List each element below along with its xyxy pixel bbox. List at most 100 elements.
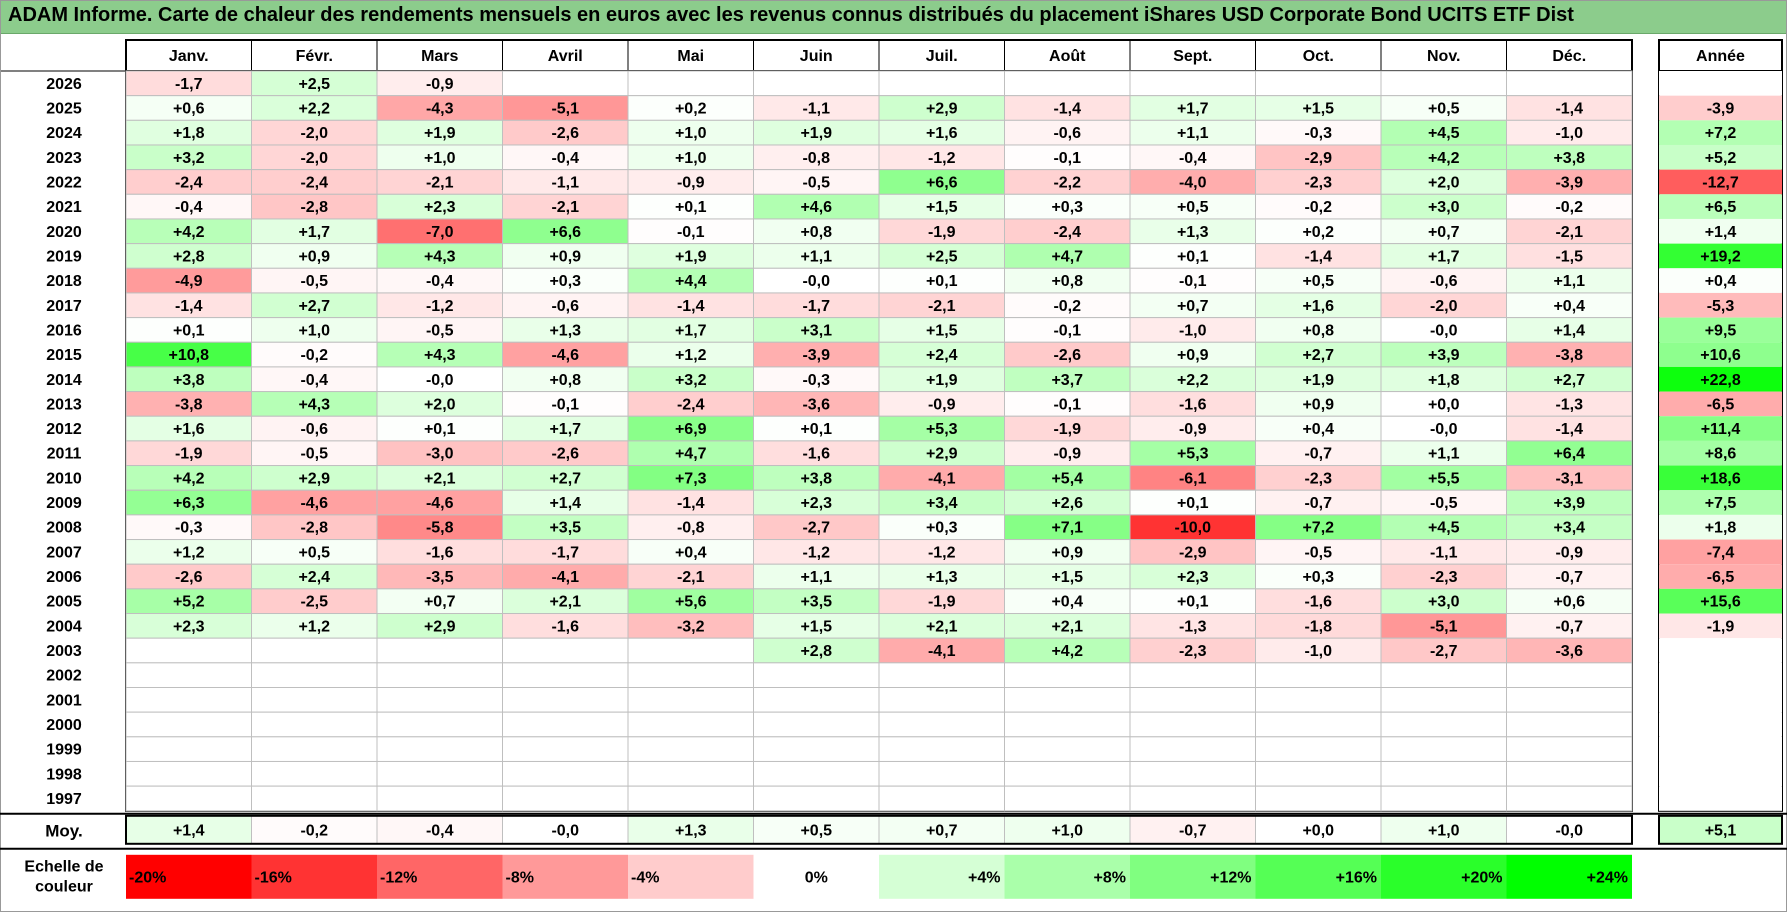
heatmap-cell	[1129, 267, 1256, 294]
heatmap-cell	[878, 465, 1005, 491]
year-label: 2023	[46, 150, 82, 167]
heatmap-cell	[1129, 144, 1256, 171]
heatmap-cell	[627, 144, 754, 171]
heatmap-row: 2005 +5,2 -2,5 +0,7 +2,1 +5,6 +3,5 -1,9 +0,4 +0,1…	[46, 588, 1782, 615]
cell-value-label: -0,0	[802, 273, 830, 290]
heatmap-cell	[1004, 440, 1131, 467]
heatmap-row: 1997	[46, 785, 1782, 812]
cell-value-label: +2,6	[1051, 495, 1083, 512]
cell-value-label: +1,3	[1177, 224, 1209, 241]
heatmap-cell	[1004, 391, 1131, 417]
heatmap-cell	[376, 785, 503, 812]
heatmap-cell	[753, 119, 880, 146]
average-cell	[251, 815, 378, 845]
heatmap-cell	[753, 465, 880, 491]
heatmap-cell	[502, 588, 629, 615]
average-value-label: -0,2	[300, 822, 328, 839]
heatmap-cell	[251, 415, 378, 442]
heatmap-cell	[1004, 95, 1131, 121]
cell-value-label: +1,7	[675, 322, 707, 339]
cell-value-label: +0,5	[1428, 100, 1460, 117]
year-label: 2016	[46, 322, 82, 339]
cell-value-label: -1,1	[551, 174, 579, 191]
cell-value-label: -1,4	[1555, 100, 1583, 117]
heatmap-cell	[627, 563, 754, 590]
heatmap-cell	[251, 119, 378, 146]
cell-value-label: -0,1	[551, 396, 579, 413]
cell-value-label: -1,2	[426, 298, 454, 315]
cell-value-label: -5,8	[426, 520, 454, 537]
cell-value-label: -5,1	[551, 100, 579, 117]
cell-value-label: +1,5	[926, 322, 958, 339]
heatmap-cell	[376, 489, 503, 516]
cell-value-label: -0,4	[175, 199, 203, 216]
heatmap-cell	[753, 489, 880, 516]
heatmap-cell	[502, 391, 629, 417]
heatmap-cell	[627, 366, 754, 393]
cell-value-label: +0,3	[926, 520, 958, 537]
cell-value-label: +0,4	[675, 544, 707, 561]
average-cell	[1255, 815, 1382, 845]
cell-value-label: +0,1	[675, 199, 707, 216]
heatmap-cell	[1380, 785, 1507, 812]
heatmap-cell	[627, 687, 754, 713]
cell-value-label: +3,9	[1553, 495, 1585, 512]
heatmap-cell	[502, 70, 629, 97]
heatmap-cell	[1004, 736, 1131, 762]
heatmap-cell	[1129, 489, 1256, 516]
cell-value-label: -1,6	[426, 544, 454, 561]
annual-value-label: +8,6	[1705, 446, 1737, 463]
cell-value-label: -2,6	[551, 125, 579, 142]
cell-value-label: -0,3	[1304, 125, 1332, 142]
heatmap-cell	[376, 760, 503, 787]
cell-value-label: -1,9	[928, 224, 956, 241]
cell-value-label: +0,1	[926, 273, 958, 290]
cell-value-label: -0,8	[677, 520, 705, 537]
cell-value-label: -0,4	[551, 150, 579, 167]
heatmap-cell	[1380, 637, 1507, 664]
average-row: Moy. +1,4 -0,2 -0,4 -0,0 +1,3 +0,5 +0,7 +1,0 -0,7…	[0, 812, 1787, 845]
heatmap-cell	[1380, 267, 1507, 294]
heatmap-cell	[376, 218, 503, 245]
cell-value-label: +2,7	[549, 470, 581, 487]
heatmap-cell	[376, 95, 503, 121]
heatmap-cell	[753, 169, 880, 195]
cell-value-label: -2,9	[1179, 544, 1207, 561]
average-value-label: +1,4	[173, 822, 205, 839]
heatmap-cell	[502, 465, 629, 491]
cell-value-label: +6,6	[549, 224, 581, 241]
cell-value-label: +3,2	[173, 150, 205, 167]
cell-value-label: +1,1	[800, 569, 832, 586]
heatmap-cell	[125, 415, 252, 442]
heatmap-cell	[251, 292, 378, 319]
month-header-row: Janv. Févr. Mars Avril Mai Juin Juil. Août Sept.…	[125, 39, 1783, 72]
heatmap-cell	[1129, 736, 1256, 762]
cell-value-label: -0,3	[802, 372, 830, 389]
cell-value-label: -6,1	[1179, 470, 1207, 487]
heatmap-cell	[502, 785, 629, 812]
annual-header-label: Année	[1696, 48, 1745, 65]
heatmap-cell	[502, 218, 629, 245]
cell-value-label: +3,8	[800, 470, 832, 487]
heatmap-cell	[753, 539, 880, 565]
cell-value-label: -0,9	[677, 174, 705, 191]
cell-value-label: +2,9	[926, 446, 958, 463]
scale-stop-label: +8%	[1094, 869, 1126, 886]
cell-value-label: -1,4	[1304, 248, 1332, 265]
heatmap-cell	[878, 193, 1005, 220]
month-header-label: Déc.	[1552, 48, 1586, 65]
heatmap-cell	[1255, 637, 1382, 664]
cell-value-label: -1,1	[1430, 544, 1458, 561]
heatmap-cell	[1380, 711, 1507, 738]
cell-value-label: +0,1	[1177, 495, 1209, 512]
annual-value-label: +18,6	[1700, 470, 1741, 487]
heatmap-cell	[627, 169, 754, 195]
heatmap-cell	[627, 267, 754, 294]
heatmap-cell	[753, 317, 880, 343]
cell-value-label: +6,9	[675, 421, 707, 438]
cell-value-label: +5,4	[1051, 470, 1083, 487]
cell-value-label: -0,1	[1179, 273, 1207, 290]
cell-value-label: +1,2	[173, 544, 205, 561]
cell-value-label: +1,1	[1177, 125, 1209, 142]
average-value-label: -0,0	[1555, 822, 1583, 839]
